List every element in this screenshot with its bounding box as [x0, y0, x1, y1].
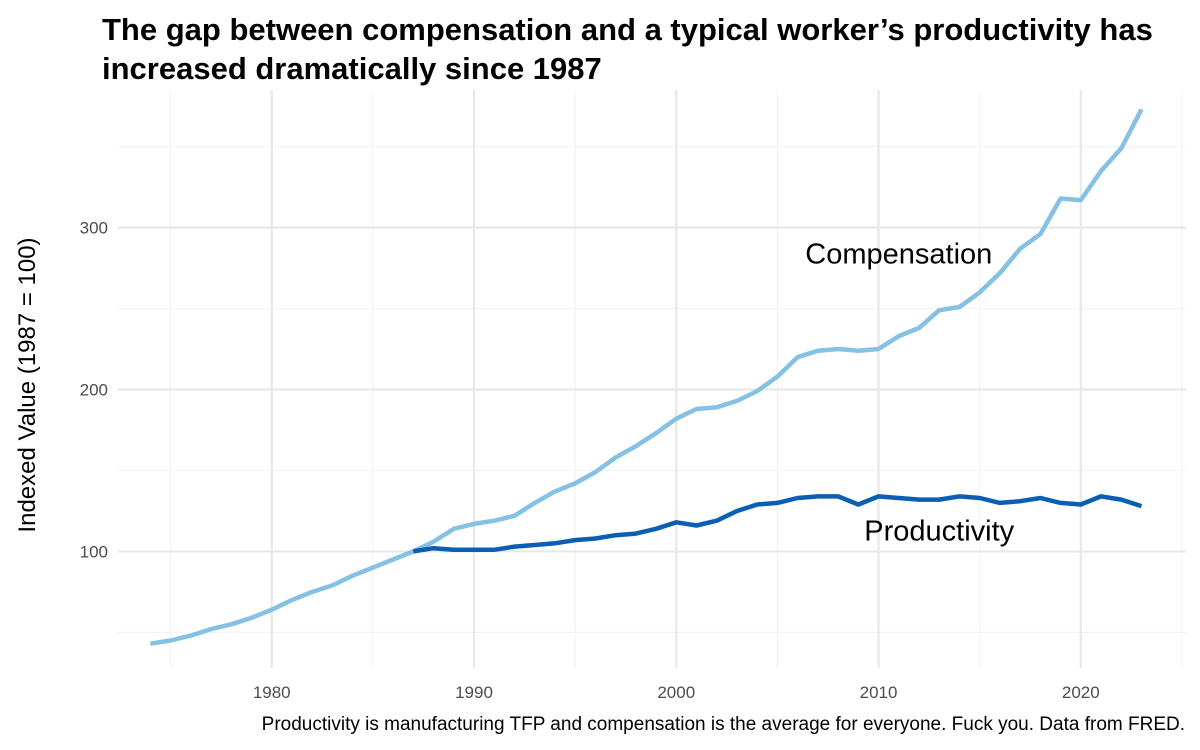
x-tick-label: 2020: [1062, 683, 1100, 702]
series-line-compensation: [150, 108, 1144, 646]
series-label-productivity: Productivity: [864, 515, 1014, 547]
series-lines: [150, 108, 1144, 646]
y-tick-label: 200: [80, 381, 108, 400]
y-tick-label: 300: [80, 219, 108, 238]
x-tick-label: 1980: [253, 683, 291, 702]
series-line-productivity: [412, 494, 1143, 554]
x-tick-label: 1990: [455, 683, 493, 702]
grid: [118, 90, 1186, 668]
y-axis-title: Indexed Value (1987 = 100): [14, 237, 41, 532]
series-label-compensation: Compensation: [805, 239, 992, 271]
chart-title: The gap between compensation and a typic…: [102, 12, 1153, 86]
series-labels: Compensation Productivity: [805, 239, 1014, 548]
chart-caption: Productivity is manufacturing TFP and co…: [262, 714, 1185, 735]
tick-labels: 1980 1990 2000 2010 2020 100 200 300: [80, 219, 1100, 702]
y-tick-label: 100: [80, 542, 108, 561]
x-tick-label: 2000: [657, 683, 695, 702]
x-tick-label: 2010: [860, 683, 898, 702]
